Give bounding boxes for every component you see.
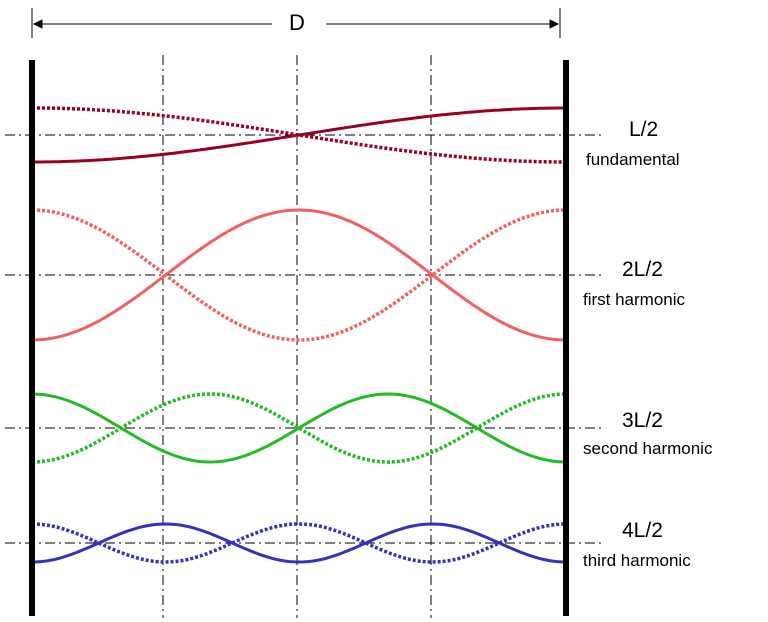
mode-label-1: L/2 [629, 118, 659, 141]
solid-wave-mode-1 [32, 106, 566, 164]
mode-label-2: 2L/2 [622, 258, 663, 281]
mode-name-2: first harmonic [583, 290, 686, 309]
dotted-wave-mode-4 [31, 522, 567, 564]
right-wall [563, 60, 569, 616]
waves [31, 106, 567, 564]
dotted-wave-mode-2 [31, 208, 567, 342]
mode-name-1: fundamental [586, 150, 680, 169]
dimension-arrow [31, 8, 561, 38]
mode-name-4: third harmonic [583, 551, 691, 570]
mode-name-3: second harmonic [583, 439, 713, 458]
dotted-wave-mode-3 [31, 392, 567, 464]
dimension-label: D [289, 10, 305, 35]
guide-lines [5, 55, 603, 618]
solid-wave-mode-4 [31, 522, 567, 564]
solid-wave-mode-2 [31, 208, 567, 342]
left-wall [29, 60, 35, 616]
mode-label-4: 4L/2 [622, 519, 663, 542]
mode-label-3: 3L/2 [622, 409, 663, 432]
